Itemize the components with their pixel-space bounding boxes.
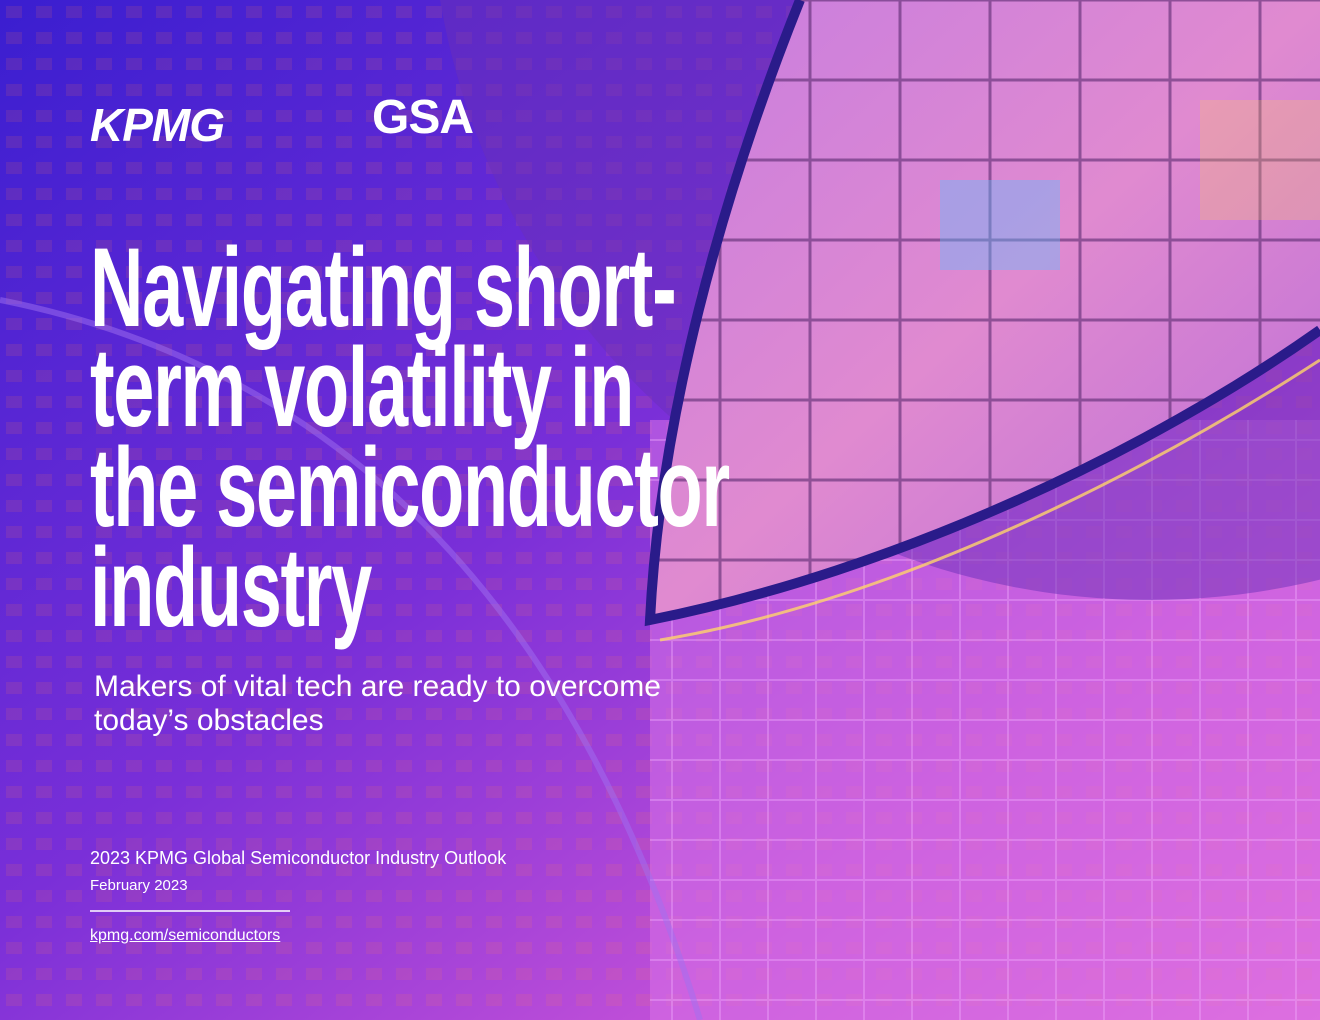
title-line: Navigating short- <box>90 225 677 350</box>
report-name: 2023 KPMG Global Semiconductor Industry … <box>90 848 507 868</box>
website-link[interactable]: kpmg.com/semiconductors <box>90 927 281 944</box>
title-line: the semiconductor <box>90 425 730 550</box>
kpmg-logo: KPMG <box>90 99 225 151</box>
subtitle-line: today’s obstacles <box>94 704 324 737</box>
title-line: term volatility in <box>90 325 634 450</box>
subtitle-line: Makers of vital tech are ready to overco… <box>94 670 661 703</box>
title-line: industry <box>90 525 372 650</box>
report-date: February 2023 <box>90 877 188 894</box>
gsa-logo: GSA <box>372 91 474 144</box>
